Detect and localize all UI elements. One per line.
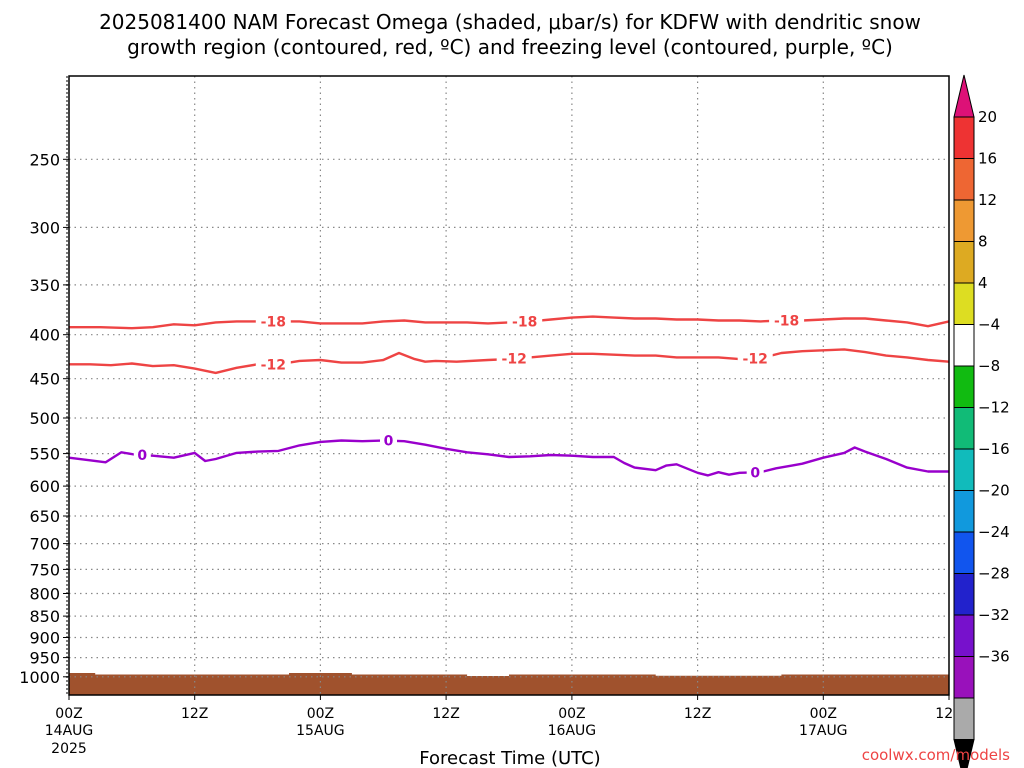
plot-background	[69, 76, 949, 695]
x-tick-label-date: 14AUG	[45, 723, 94, 739]
colorbar-segment	[953, 573, 975, 616]
plot-border	[68, 75, 950, 696]
x-tick-label-time: 00Z	[810, 706, 837, 722]
y-tick-label: 600	[29, 477, 60, 496]
plot-frame	[66, 75, 950, 696]
chart-title-line-2: growth region (contoured, red, ºC) and f…	[127, 35, 893, 59]
colorbar-label: −28	[978, 565, 1010, 583]
colorbar-bottom-triangle	[953, 739, 975, 768]
contour-label: -18	[774, 314, 799, 330]
contour-label: -12	[743, 352, 768, 368]
y-tick-label: 950	[29, 649, 60, 668]
contour-label: -18	[261, 314, 286, 330]
colorbar-segment	[953, 282, 975, 325]
y-tick-label: 500	[29, 409, 60, 428]
contour-label-bg	[380, 432, 397, 449]
colorbar-segment	[953, 490, 975, 533]
contour-label: -12	[261, 357, 286, 373]
colorbar-segment	[953, 158, 975, 201]
credit-link[interactable]: coolwx.com/models	[862, 746, 1010, 764]
x-axis-label: Forecast Time (UTC)	[419, 748, 600, 768]
y-tick-label: 1000	[19, 668, 60, 687]
colorbar-label: −16	[978, 440, 1010, 458]
colorbar-label: −36	[978, 648, 1010, 666]
x-tick-label-date: 17AUG	[799, 723, 848, 739]
contour-label: -12	[502, 352, 527, 368]
colorbar-segment	[953, 199, 975, 242]
colorbar-segment	[953, 656, 975, 699]
y-tick-label: 750	[29, 560, 60, 579]
contour-label-bg	[255, 313, 291, 330]
colorbar-label: −12	[978, 399, 1010, 417]
contour-label-bg	[133, 447, 151, 464]
contour-label: -18	[512, 315, 537, 331]
contour-label-bg	[507, 313, 543, 330]
contour-label-bg	[255, 356, 291, 373]
contour-line-purple-2	[68, 439, 949, 477]
colorbar-segment	[953, 116, 975, 159]
x-tick-label-time: 00Z	[55, 706, 82, 722]
contour-label-bg	[769, 312, 805, 329]
y-tick-label: 300	[29, 218, 60, 237]
colorbar-label: −4	[978, 316, 1000, 334]
x-tick-label-time: 00Z	[558, 706, 585, 722]
colorbar-segment	[953, 697, 975, 740]
y-tick-label: 850	[29, 607, 60, 626]
contour-label: 0	[384, 434, 394, 450]
colorbar-label: 4	[978, 274, 988, 292]
chart-title-line-1: 2025081400 NAM Forecast Omega (shaded, μ…	[99, 10, 921, 34]
colorbar-label: 16	[978, 150, 997, 168]
x-tick-label-year: 2025	[51, 741, 87, 757]
colorbar-label: −32	[978, 606, 1010, 624]
colorbar-segment	[953, 531, 975, 574]
ground-area	[69, 673, 949, 695]
contour-label: 0	[137, 448, 147, 464]
colorbar-segment	[953, 365, 975, 408]
colorbar: 20 16 12 8 4 −4 −8 −12 −16 −20 −24 −28 −32 −36	[953, 74, 1010, 768]
colorbar-segment	[953, 448, 975, 491]
y-axis: 250 300 350 400 450 500 550 600 650 700 750 800 850 9…	[19, 150, 69, 687]
y-tick-label: 900	[29, 629, 60, 648]
grid-lines	[69, 76, 949, 695]
y-tick-label: 700	[29, 535, 60, 554]
ground-terrain	[69, 673, 949, 695]
plot-area	[69, 76, 949, 695]
contour-labels: -18 -18 -18 -12 -12 -12 0 0 0	[133, 312, 805, 481]
colorbar-label: −8	[978, 357, 1000, 375]
x-tick-label-time: 12Z	[181, 706, 208, 722]
y-tick-label: 450	[29, 370, 60, 389]
x-tick-label-time: 12Z	[684, 706, 711, 722]
y-tick-label: 650	[29, 507, 60, 526]
contour-label-bg	[737, 350, 773, 367]
y-tick-label: 250	[29, 150, 60, 169]
colorbar-segment	[953, 407, 975, 450]
colorbar-label: 8	[978, 233, 988, 251]
colorbar-label: 12	[978, 191, 997, 209]
y-tick-label: 800	[29, 585, 60, 604]
x-tick-label-time: 12Z	[432, 706, 459, 722]
colorbar-label: 20	[978, 108, 997, 126]
colorbar-top-triangle	[953, 74, 975, 118]
y-tick-label: 350	[29, 276, 60, 295]
colorbar-segment	[953, 241, 975, 284]
contour-label-bg	[496, 350, 532, 367]
x-tick-label-date: 15AUG	[296, 723, 345, 739]
y-tick-label: 400	[29, 326, 60, 345]
colorbar-segment	[953, 324, 975, 367]
colorbar-label: −20	[978, 482, 1010, 500]
contour-label-bg	[746, 464, 764, 481]
colorbar-segment	[953, 614, 975, 657]
contour-label: 0	[750, 465, 760, 481]
x-tick-label-date: 16AUG	[548, 723, 597, 739]
colorbar-label: −24	[978, 523, 1010, 541]
x-tick-label-time: 00Z	[307, 706, 334, 722]
y-tick-label: 550	[29, 445, 60, 464]
